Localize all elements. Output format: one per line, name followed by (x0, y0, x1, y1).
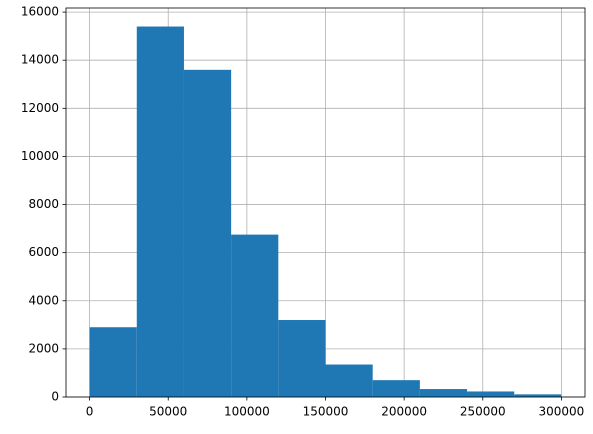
bar (514, 394, 562, 397)
x-tick-label: 100000 (224, 405, 270, 419)
bar (231, 234, 279, 397)
bar (325, 364, 373, 397)
bar (136, 26, 184, 398)
y-tick-label: 4000 (28, 293, 59, 307)
y-tick-label: 0 (51, 390, 59, 404)
y-tick-label: 10000 (21, 149, 59, 163)
bar (419, 389, 468, 397)
x-tick-label: 200000 (381, 405, 427, 419)
bar (467, 391, 515, 397)
bar-layer (89, 26, 562, 398)
y-tick-label: 12000 (21, 101, 59, 115)
bar (278, 320, 326, 397)
y-tick-label: 2000 (28, 341, 59, 355)
x-tick-label: 50000 (149, 405, 187, 419)
x-tick-label: 0 (86, 405, 94, 419)
x-tick-label: 250000 (460, 405, 506, 419)
bar (183, 69, 232, 397)
x-tick-label: 300000 (539, 405, 585, 419)
x-tick-label: 150000 (303, 405, 349, 419)
bar (372, 380, 420, 397)
y-tick-label: 6000 (28, 245, 59, 259)
y-tick-label: 8000 (28, 197, 59, 211)
y-tick-label: 14000 (21, 53, 59, 67)
y-tick-label: 16000 (21, 5, 59, 19)
bar (89, 327, 137, 397)
